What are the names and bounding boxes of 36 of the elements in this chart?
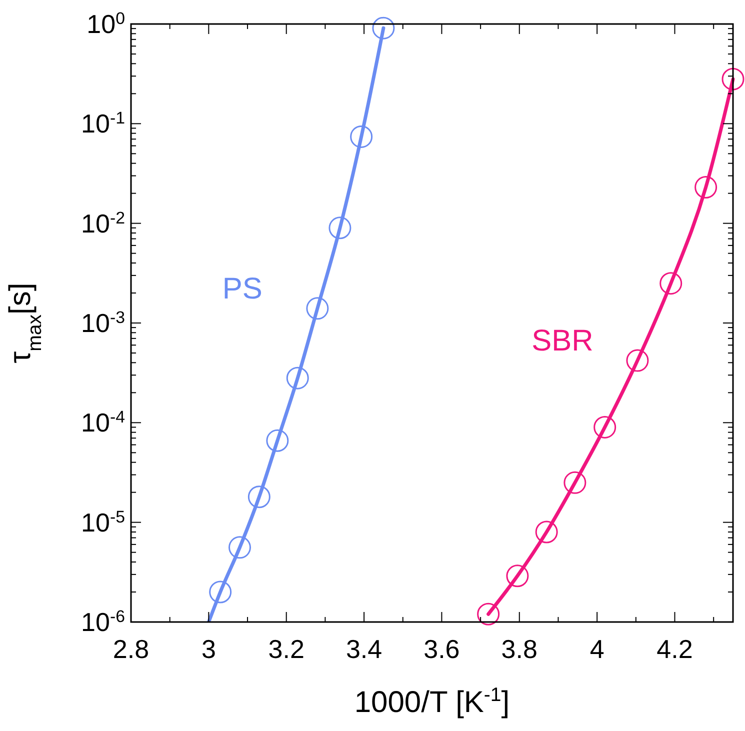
x-tick-label: 3.6 <box>424 634 460 664</box>
y-tick-label: 10$^{-3}$ <box>81 308 125 338</box>
point <box>209 580 232 604</box>
x-tick-label: 3.2 <box>268 634 304 664</box>
series-label: SBR <box>532 324 594 358</box>
point <box>350 125 373 148</box>
y-tick-label: 10$^{-2}$ <box>81 208 125 238</box>
point <box>694 176 718 199</box>
point <box>328 216 352 240</box>
point <box>266 429 289 452</box>
point <box>564 471 586 494</box>
y-tick-label: 10$^{-6}$ <box>81 606 125 637</box>
y-tick-label: 10$^{-5}$ <box>81 506 125 538</box>
point <box>286 366 309 390</box>
y-tick-label: 10$^{-1}$ <box>81 108 125 139</box>
point <box>660 272 682 295</box>
point <box>535 520 558 544</box>
x-tick-label: 4.2 <box>656 634 693 664</box>
y-tick-label: 10$^{0}$ <box>86 8 125 39</box>
point <box>626 349 649 372</box>
y-tick-label: 10$^{-4}$ <box>81 407 125 438</box>
x-tick-label: 4 <box>590 634 604 664</box>
point <box>248 486 270 508</box>
x-tick-label: 3.8 <box>501 634 538 664</box>
point <box>306 297 329 320</box>
point <box>506 564 529 588</box>
x-axis-title: 1000/T [K$^{-1}$] <box>354 684 510 719</box>
x-tick-label: 3 <box>201 634 216 664</box>
x-tick-label: 3.4 <box>346 634 382 664</box>
series-label: PS <box>222 272 262 306</box>
x-tick-label: 2.8 <box>112 634 150 664</box>
point <box>722 68 744 90</box>
point <box>594 416 616 438</box>
point <box>372 16 395 40</box>
point <box>228 536 251 559</box>
point <box>477 602 500 626</box>
